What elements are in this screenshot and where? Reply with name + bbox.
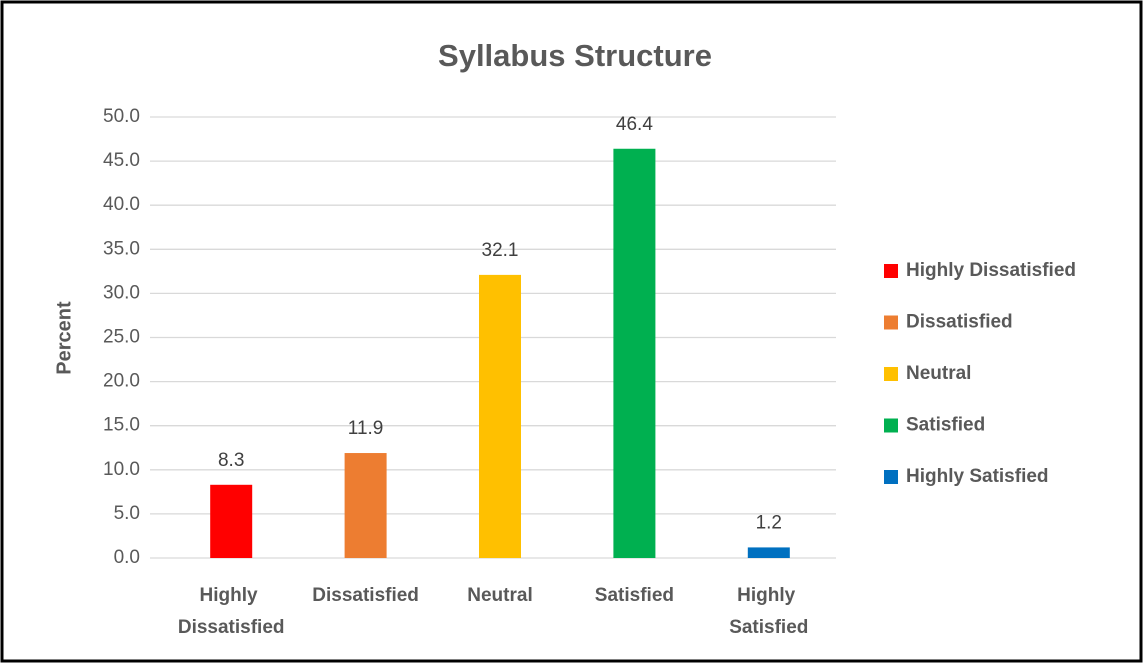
x-tick-label: Highly Satisfied bbox=[729, 585, 808, 638]
bar bbox=[344, 453, 387, 558]
y-tick-label: 10.0 bbox=[103, 459, 140, 480]
legend-swatch bbox=[884, 367, 898, 381]
legend-swatch bbox=[884, 418, 898, 433]
y-tick-label: 50.0 bbox=[103, 106, 140, 127]
y-tick-label: 45.0 bbox=[103, 150, 140, 171]
bar bbox=[613, 148, 656, 558]
y-tick-label: 15.0 bbox=[103, 415, 140, 436]
y-tick-label: 30.0 bbox=[103, 282, 140, 303]
x-tick-label: Highly Dissatisfied bbox=[178, 585, 285, 638]
legend-label: Neutral bbox=[906, 363, 971, 384]
data-label: 11.9 bbox=[348, 418, 384, 439]
y-tick-label: 40.0 bbox=[103, 194, 140, 215]
data-label: 1.2 bbox=[756, 512, 782, 533]
chart-title: Syllabus Structure bbox=[438, 38, 712, 73]
y-tick-label: 0.0 bbox=[114, 547, 140, 568]
y-tick-label: 5.0 bbox=[114, 503, 140, 524]
x-tick-label: Satisfied bbox=[595, 585, 674, 606]
legend-swatch bbox=[884, 315, 898, 330]
legend-swatch bbox=[884, 264, 898, 278]
y-tick-label: 35.0 bbox=[103, 238, 140, 259]
legend-label: Satisfied bbox=[906, 415, 985, 436]
y-axis-label: Percent bbox=[53, 301, 75, 375]
data-label: 46.4 bbox=[616, 114, 653, 135]
bar bbox=[479, 274, 521, 558]
legend-label: Dissatisfied bbox=[906, 312, 1013, 333]
y-tick-label: 25.0 bbox=[103, 327, 140, 348]
y-tick-label: 20.0 bbox=[103, 371, 140, 392]
data-label: 8.3 bbox=[218, 450, 244, 471]
legend-label: Highly Satisfied bbox=[906, 466, 1049, 487]
legend-label: Highly Dissatisfied bbox=[906, 260, 1076, 281]
bar bbox=[747, 547, 790, 558]
data-label: 32.1 bbox=[482, 240, 519, 261]
x-tick-label: Dissatisfied bbox=[312, 585, 419, 606]
x-tick-label: Neutral bbox=[467, 585, 532, 606]
legend-swatch bbox=[884, 470, 898, 484]
bar bbox=[210, 484, 253, 558]
